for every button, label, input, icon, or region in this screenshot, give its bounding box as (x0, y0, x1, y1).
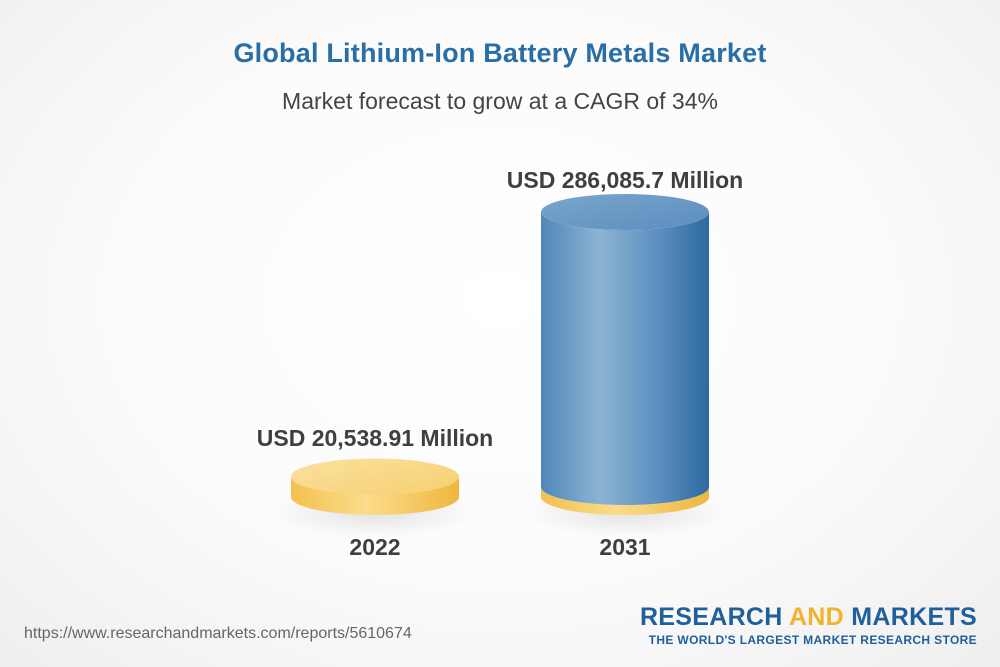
brand-logo: RESEARCH AND MARKETS THE WORLD'S LARGEST… (640, 603, 977, 649)
value-label-2031: USD 286,085.7 Million (507, 167, 743, 193)
cylinder-bar-2031 (523, 194, 727, 537)
bar-top-cap (291, 458, 459, 495)
brand-name-part-2: AND (788, 603, 845, 631)
chart-subtitle: Market forecast to grow at a CAGR of 34% (282, 88, 718, 114)
bar-base-disk (541, 487, 709, 515)
source-url[interactable]: https://www.researchandmarkets.com/repor… (24, 625, 412, 642)
bar-body (291, 476, 459, 515)
category-label-2031: 2031 (599, 534, 650, 560)
brand-tagline: THE WORLD'S LARGEST MARKET RESEARCH STOR… (648, 633, 977, 647)
cylinder-bar-2022 (273, 458, 477, 537)
brand-name-part-3: MARKETS (844, 603, 977, 631)
chart-title: Global Lithium-Ion Battery Metals Market (233, 38, 767, 68)
bar-body (541, 212, 709, 505)
brand-name: RESEARCH AND MARKETS (640, 603, 977, 631)
brand-name-part-1: RESEARCH (639, 603, 789, 631)
bar-top-cap (541, 194, 709, 230)
value-label-2022: USD 20,538.91 Million (257, 425, 493, 451)
category-label-2022: 2022 (349, 534, 400, 560)
